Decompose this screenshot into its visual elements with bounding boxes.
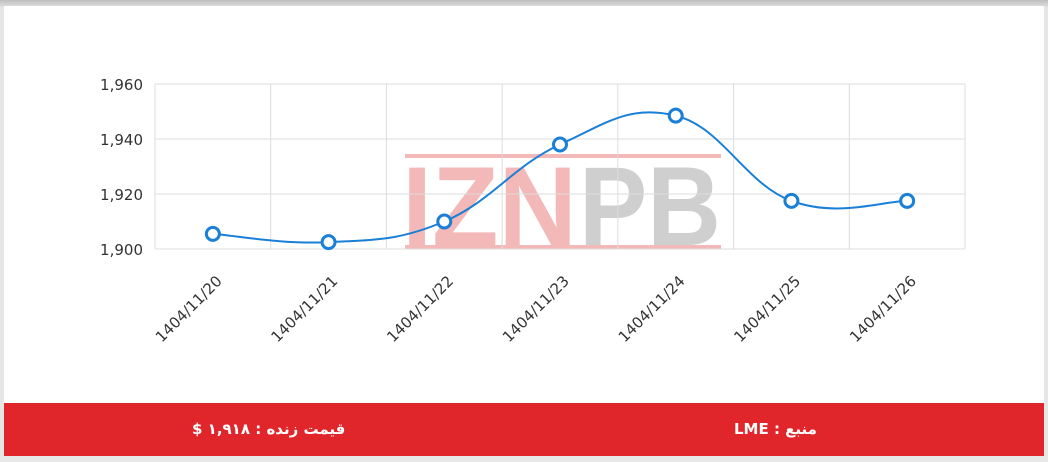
x-tick-label: 1404/11/23 xyxy=(499,272,573,346)
data-point xyxy=(552,136,568,153)
live-price-label: قیمت زنده : ۱,۹۱۸ $ xyxy=(192,420,346,438)
watermark-text-right: PB xyxy=(579,144,721,269)
data-point xyxy=(436,213,453,230)
y-tick-label: 1,900 xyxy=(100,241,143,259)
watermark-line-bottom xyxy=(405,245,721,249)
x-tick-label: 1404/11/20 xyxy=(152,272,226,346)
x-tick-label: 1404/11/26 xyxy=(846,272,920,346)
watermark-line-top xyxy=(405,154,721,158)
data-point xyxy=(899,192,916,209)
line-chart: IZN PB 1,900 1,920 1,940 1,960 1404/11/20 1404/… xyxy=(100,76,966,346)
data-point xyxy=(320,234,337,251)
info-bar: قیمت زنده : ۱,۹۱۸ $ منبع : LME xyxy=(4,403,1044,456)
y-tick-label: 1,920 xyxy=(100,186,143,204)
chart-panel: IZN PB 1,900 1,920 1,940 1,960 1404/11/20 1404/… xyxy=(4,6,1044,403)
y-tick-label: 1,960 xyxy=(100,76,143,94)
x-tick-label: 1404/11/25 xyxy=(730,272,804,346)
x-tick-label: 1404/11/21 xyxy=(268,272,342,346)
bottom-strip xyxy=(0,456,1048,462)
data-point xyxy=(204,225,221,242)
source-label: منبع : LME xyxy=(734,420,817,438)
data-point xyxy=(667,107,684,124)
data-point xyxy=(783,192,800,209)
y-tick-label: 1,940 xyxy=(100,131,143,149)
x-tick-label: 1404/11/22 xyxy=(383,272,457,346)
watermark-text-left: IZN xyxy=(402,144,577,269)
x-tick-label: 1404/11/24 xyxy=(615,272,689,346)
